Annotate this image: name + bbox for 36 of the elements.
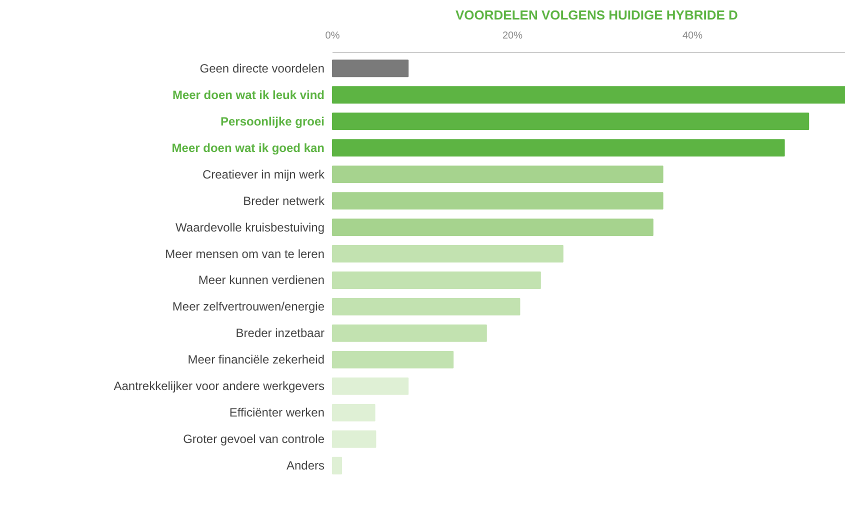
bar bbox=[332, 86, 845, 104]
bar bbox=[332, 245, 564, 262]
y-tick-label: Meer zelfvertrouwen/energie bbox=[172, 300, 325, 314]
bar bbox=[332, 430, 376, 448]
y-tick-label: Meer financiële zekerheid bbox=[188, 352, 325, 367]
bar bbox=[332, 112, 810, 130]
bar bbox=[332, 324, 487, 342]
x-tick-label: 40% bbox=[682, 30, 703, 42]
bar bbox=[332, 350, 454, 368]
y-tick-label: Breder inzetbaar bbox=[236, 326, 325, 340]
bar bbox=[332, 218, 654, 236]
y-tick-label: Groter gevoel van controle bbox=[183, 432, 325, 446]
y-tick-label: Breder netwerk bbox=[243, 194, 326, 208]
bar bbox=[332, 377, 409, 395]
bar bbox=[332, 272, 541, 289]
y-tick-label: Persoonlijke groei bbox=[220, 114, 325, 128]
y-tick-label: Meer doen wat ik leuk vind bbox=[172, 88, 325, 102]
x-tick-label: 20% bbox=[502, 30, 523, 42]
y-tick-label: Efficiënter werken bbox=[229, 406, 324, 420]
y-tick-label: Aantrekkelijker voor andere werkgevers bbox=[114, 379, 325, 394]
y-tick-label: Waardevolle kruisbestuiving bbox=[176, 220, 325, 234]
chart-title: VOORDELEN VOLGENS HUIDIGE HYBRIDE D bbox=[456, 8, 738, 22]
bar bbox=[332, 166, 664, 184]
bar bbox=[332, 298, 520, 316]
y-tick-label: Creatiever in mijn werk bbox=[202, 167, 326, 182]
y-tick-label: Anders bbox=[286, 458, 325, 473]
y-tick-label: Meer mensen om van te leren bbox=[165, 246, 325, 261]
bar bbox=[332, 60, 409, 78]
bar bbox=[332, 456, 342, 474]
y-tick-label: Geen directe voordelen bbox=[200, 61, 325, 76]
bar bbox=[332, 139, 785, 157]
y-tick-label: Meer doen wat ik goed kan bbox=[172, 140, 324, 155]
bar bbox=[332, 192, 664, 210]
x-tick-label: 0% bbox=[325, 30, 340, 42]
bar bbox=[332, 404, 376, 422]
y-tick-label: Meer kunnen verdienen bbox=[198, 273, 325, 288]
